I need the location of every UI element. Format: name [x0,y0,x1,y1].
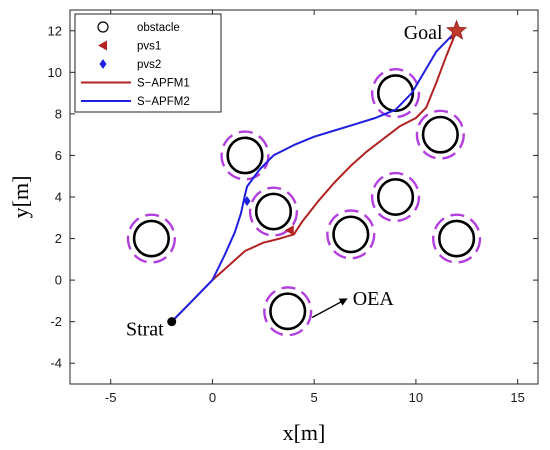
legend-label-0: obstacle [137,22,180,34]
y-tick-label-8: 12 [48,23,62,38]
obstacle-3 [332,215,370,254]
pvs2-marker-0 [243,196,251,207]
x-tick-label-2: 5 [311,390,318,405]
legend-icon-obstacle [97,21,109,33]
safety-zone-5 [370,171,421,223]
safety-zone-7 [432,213,482,264]
safety-zone-1 [220,130,270,181]
y-axis-label: y[m] [8,176,33,219]
y-tick-label-1: -2 [50,314,62,329]
y-tick-label-7: 10 [48,65,62,80]
legend-label-1: pvs1 [137,41,161,53]
oea-arrow [311,298,348,319]
legend-label-4: S−APFM2 [137,96,190,108]
obstacle-4 [376,74,415,113]
safety-zone-4 [370,68,421,119]
plot-area: Strat Goal OEA [126,19,482,341]
obstacle-0 [132,219,170,258]
safety-zone-2 [248,186,299,237]
obstacle-7 [438,219,476,258]
obstacle-8 [269,292,307,331]
legend: obstacle pvs1 pvs2 S−APFM1 S−APFM2 [74,13,222,113]
goal-star [446,19,468,40]
x-axis-label: x[m] [283,420,326,445]
y-tick-label-3: 2 [55,231,62,246]
safety-zone-0 [126,213,176,264]
axes: -5 0 5 10 15 -4 -2 0 2 4 6 8 10 12 x[m] y[m] [8,9,539,445]
x-tick-label-3: 10 [409,390,423,405]
series-line-2 [170,30,458,323]
y-tick-label-5: 6 [55,148,62,163]
y-tick-label-2: 0 [55,273,62,288]
start-label: Strat [126,319,164,341]
legend-icon-pvs1 [98,40,107,51]
legend-icon-pvs2 [99,59,107,69]
start-point [167,317,177,327]
safety-zone-3 [326,209,376,260]
obstacle-5 [376,178,415,216]
obstacle-1 [226,136,264,175]
obstacle-2 [254,192,293,231]
plot-inner [126,30,482,337]
series-line-1 [170,30,458,323]
legend-label-3: S−APFM1 [137,78,190,90]
legend-label-2: pvs2 [137,59,161,71]
x-tick-label-1: 0 [209,390,216,405]
x-tick-label-4: 15 [510,390,524,405]
oea-label: OEA [353,288,395,310]
y-tick-label-0: -4 [50,356,62,371]
y-tick-label-4: 4 [55,190,62,205]
safety-zone-6 [415,109,465,160]
y-tick-label-6: 8 [55,106,62,121]
safety-zone-8 [263,286,313,337]
pvs1-marker-0 [284,225,294,236]
legend-box [74,13,222,113]
obstacle-6 [421,115,459,154]
goal-label: Goal [404,22,443,44]
x-tick-label-0: -5 [105,390,117,405]
